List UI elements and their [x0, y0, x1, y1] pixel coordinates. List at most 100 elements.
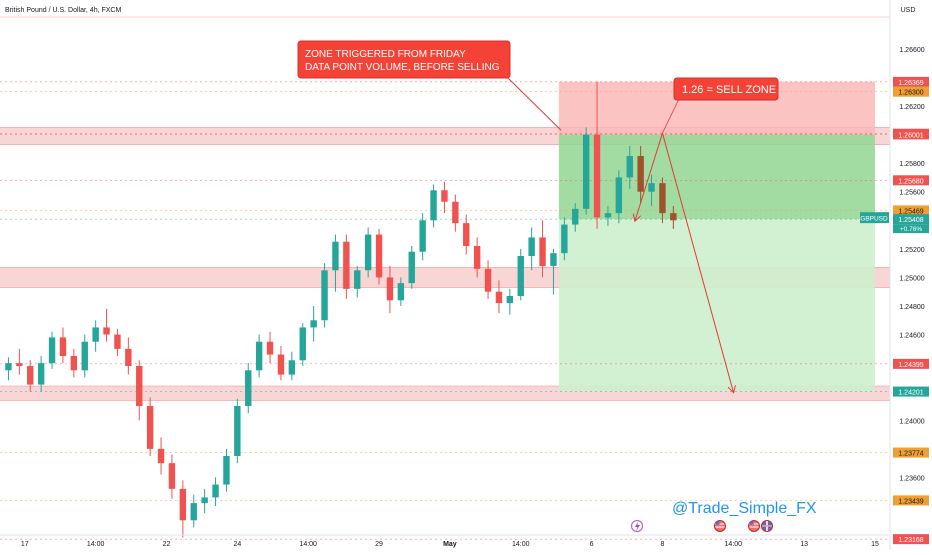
- candle-body: [201, 497, 208, 504]
- price-tick-label: 1.23600: [899, 475, 924, 482]
- price-badge: [893, 129, 929, 140]
- price-badge-label: 1.25469: [898, 208, 923, 215]
- price-tick-label: 1.26200: [899, 104, 924, 111]
- price-axis[interactable]: 1.26600 1.26200 1.25800 1.25600 1.25200 1.250…: [860, 0, 932, 550]
- candle-body: [103, 327, 110, 335]
- time-tick-label: 29: [375, 541, 383, 548]
- price-badge-label: 1.24201: [898, 390, 923, 397]
- price-badge-label: 1.26369: [898, 80, 923, 87]
- zones-layer: [0, 81, 890, 401]
- candles-layer[interactable]: [5, 81, 677, 538]
- price-badge: [893, 495, 929, 506]
- price-badge-label: 1.25680: [898, 178, 923, 185]
- price-tick-label: 1.25200: [899, 247, 924, 254]
- candle-body: [375, 234, 383, 278]
- price-badge: [893, 86, 929, 97]
- profit-area-filled: [558, 134, 875, 220]
- candle-body: [550, 253, 557, 266]
- candle-body: [441, 190, 448, 202]
- candle-body: [506, 296, 514, 304]
- price-badge: [893, 386, 929, 397]
- lightning-icon[interactable]: [630, 519, 644, 533]
- us-flag-icon-2[interactable]: [748, 520, 760, 532]
- price-badge: [893, 214, 929, 225]
- candle-body: [288, 360, 296, 375]
- time-tick-label: 14:00: [725, 541, 743, 548]
- sell-zone-box: [673, 77, 779, 101]
- time-tick-label: 17: [21, 541, 29, 548]
- uk-flag-icon[interactable]: [761, 520, 773, 532]
- note-pointer-line: [507, 77, 562, 131]
- zone-note-callout: ZONE TRIGGERED FROM FRIDAY DATA POINT VO…: [297, 40, 511, 79]
- candle-body: [332, 241, 339, 271]
- time-tick-label: 8: [660, 541, 664, 548]
- time-tick-label: 13: [800, 541, 808, 548]
- price-badge: [893, 205, 929, 216]
- candle-body: [539, 237, 546, 266]
- candle-body: [408, 251, 415, 284]
- time-tick-label: 15: [871, 541, 879, 548]
- candle-body: [593, 134, 601, 218]
- change-badge-label: +0.76%: [900, 226, 922, 233]
- candle-body: [255, 341, 263, 371]
- price-tick-label: 1.24800: [899, 304, 924, 311]
- candle-body: [484, 268, 492, 292]
- candle-body: [670, 213, 677, 221]
- candle-body: [212, 484, 219, 498]
- candle-body: [419, 220, 426, 252]
- symbol-tag: [860, 212, 889, 224]
- event-icons[interactable]: [630, 519, 773, 533]
- candle-body: [648, 183, 655, 192]
- watermark-handle: @Trade_Simple_FX: [672, 500, 817, 517]
- candle-body: [604, 213, 612, 218]
- candle-body: [70, 356, 78, 371]
- zone-note-line2: DATA POINT VOLUME, BEFORE SELLING: [305, 62, 500, 73]
- currency-label[interactable]: USD: [901, 7, 916, 14]
- candle-body: [16, 363, 23, 366]
- candle-body: [168, 463, 176, 489]
- price-badge-label: 1.26001: [898, 132, 923, 139]
- price-tick-label: 1.25000: [899, 275, 924, 282]
- price-badge: [893, 534, 929, 545]
- price-badge: [893, 447, 929, 458]
- time-axis[interactable]: 17 14:00 22 24 14:00 29 May 14:00 6 8 14:00 13 15: [0, 534, 890, 548]
- candle-body: [310, 320, 317, 328]
- candle-body: [81, 341, 88, 371]
- candle-body: [473, 246, 481, 269]
- candle-body: [125, 348, 132, 366]
- price-tick-label: 1.24000: [899, 418, 924, 425]
- symbol-title[interactable]: British Pound / U.S. Dollar, 4h, FXCM: [5, 7, 121, 14]
- price-tick-label: 1.26600: [899, 47, 924, 54]
- candle-body: [114, 334, 121, 349]
- price-badge-label: 1.23774: [898, 451, 923, 458]
- candle-body: [234, 406, 241, 456]
- us-flag-icon[interactable]: [714, 520, 726, 532]
- grid-layer: [0, 16, 890, 540]
- price-badge-label: 1.26300: [898, 90, 923, 97]
- time-tick-label: 14:00: [87, 541, 105, 548]
- price-badge-label: 1.23439: [898, 498, 923, 505]
- price-badge: [893, 76, 929, 87]
- candle-body: [190, 503, 197, 521]
- change-badge: [893, 224, 929, 234]
- candle-body: [430, 190, 437, 221]
- candle-body: [146, 406, 154, 449]
- price-tick-label: 1.25800: [899, 161, 924, 168]
- candle-body: [397, 283, 405, 301]
- candle-body: [59, 337, 67, 356]
- time-tick-label: 14:00: [512, 541, 530, 548]
- candle-body: [463, 223, 470, 246]
- candle-body: [136, 366, 143, 406]
- candle-body: [321, 270, 328, 321]
- time-tick-label: May: [443, 541, 457, 548]
- candle-body: [386, 277, 394, 301]
- symbol-tag-label: GBPUSD: [860, 216, 888, 223]
- sell-zone-pointer: [662, 99, 679, 134]
- price-tick-label: 1.24600: [899, 333, 924, 340]
- time-tick-label: 24: [233, 541, 241, 548]
- retest-arrow: [635, 132, 663, 220]
- price-badge-label: 1.24395: [898, 362, 923, 369]
- zone-note-box: [297, 40, 511, 79]
